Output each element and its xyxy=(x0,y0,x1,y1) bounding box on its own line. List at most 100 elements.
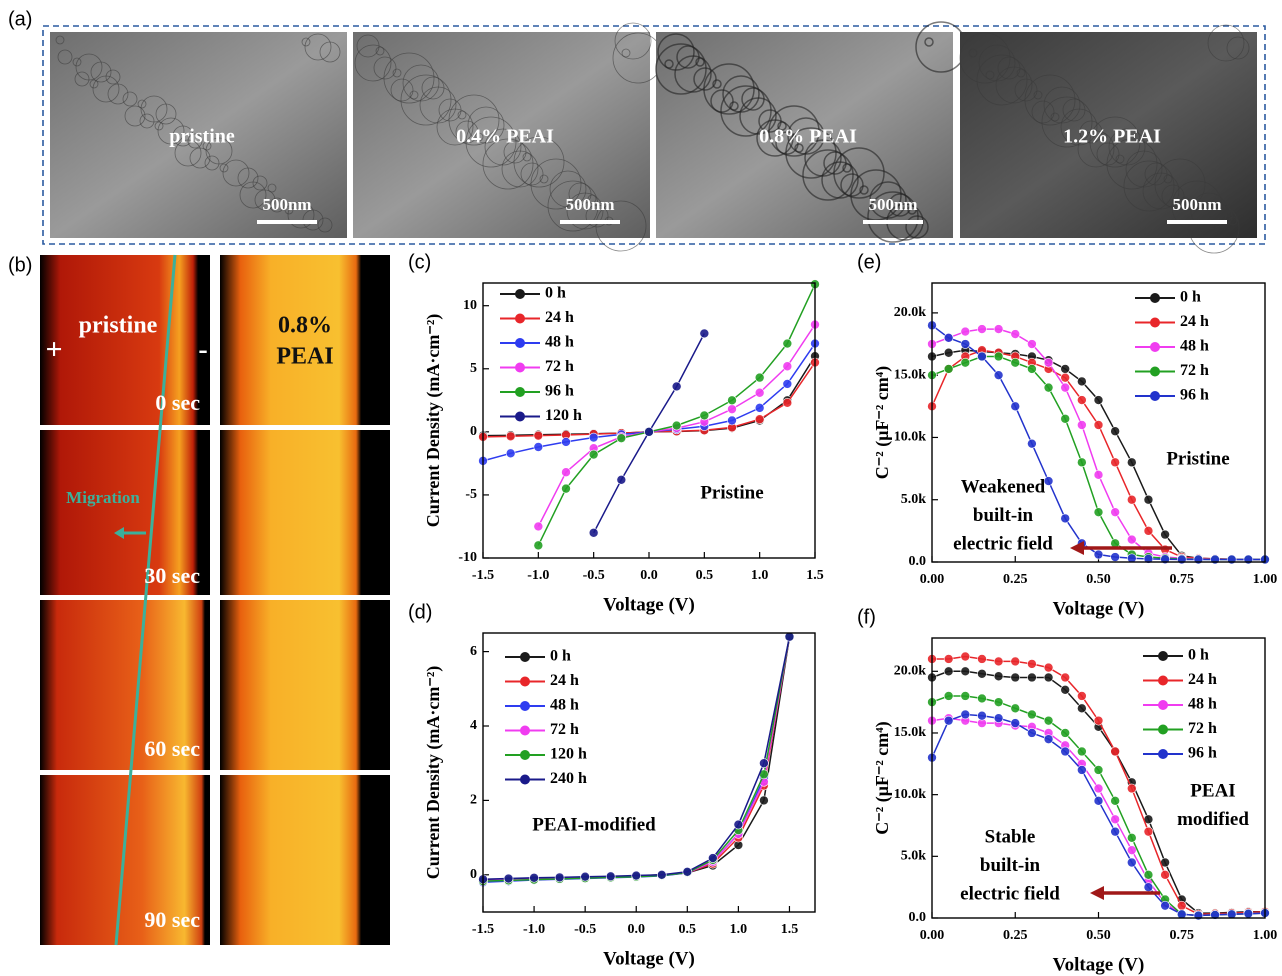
data-point xyxy=(1010,718,1021,728)
data-point xyxy=(529,872,539,883)
pl-image xyxy=(220,255,390,425)
y-tick-label: 2 xyxy=(470,793,477,808)
grain xyxy=(522,152,532,162)
legend-marker xyxy=(1150,366,1160,377)
grain xyxy=(513,136,565,188)
data-point xyxy=(1043,382,1054,393)
data-point xyxy=(1077,457,1087,468)
data-point xyxy=(1127,534,1137,545)
grain xyxy=(467,106,505,144)
grain xyxy=(174,139,202,167)
data-point xyxy=(1043,662,1054,673)
data-point xyxy=(943,347,954,358)
grain xyxy=(484,128,522,166)
data-point xyxy=(733,819,744,830)
x-tick-label: -1.0 xyxy=(527,568,549,583)
data-point xyxy=(1060,413,1070,424)
grain xyxy=(1207,24,1245,62)
data-point xyxy=(1010,703,1021,714)
grain xyxy=(674,55,712,93)
pl-image xyxy=(40,775,210,945)
grain xyxy=(1180,196,1190,206)
y-tick-label: -5 xyxy=(465,487,477,502)
data-point xyxy=(1210,910,1220,920)
x-tick-label: 1.5 xyxy=(781,922,799,937)
data-point xyxy=(561,437,571,447)
data-point xyxy=(1127,783,1137,794)
y-tick-label: 20.0k xyxy=(894,664,927,679)
x-tick-label: 0.0 xyxy=(627,922,645,937)
data-point xyxy=(1110,796,1120,806)
grain xyxy=(712,79,722,89)
x-tick-label: -0.5 xyxy=(583,568,605,583)
legend-marker xyxy=(515,362,525,373)
grain xyxy=(539,174,549,184)
data-point xyxy=(1027,659,1037,669)
data-point xyxy=(1093,549,1104,560)
legend-label: 24 h xyxy=(1180,313,1209,330)
arrow-label: Migration xyxy=(66,488,140,507)
grain xyxy=(1209,204,1233,228)
data-point xyxy=(1093,470,1104,480)
x-tick-label: 0.50 xyxy=(1086,928,1111,943)
legend-marker xyxy=(515,411,525,422)
grain xyxy=(693,67,717,91)
data-point xyxy=(1143,826,1154,837)
annotation: Weakened xyxy=(961,476,1046,497)
grain xyxy=(959,32,1011,84)
data-point xyxy=(943,364,954,374)
image-label: 1.2% PEAI xyxy=(1063,126,1161,148)
legend-marker xyxy=(1158,724,1168,735)
annotation: built-in xyxy=(980,855,1041,876)
arrow-head xyxy=(1070,541,1084,555)
data-point xyxy=(1010,401,1021,412)
migration-line xyxy=(114,254,177,946)
annotation: Pristine xyxy=(1166,448,1229,469)
legend-label: 48 h xyxy=(1188,696,1217,713)
data-point xyxy=(977,710,987,721)
data-point xyxy=(616,433,627,443)
data-point xyxy=(977,324,987,334)
legend-label: 120 h xyxy=(545,407,582,424)
legend-marker xyxy=(520,652,530,662)
scale-label: 500nm xyxy=(262,195,311,214)
image-title: pristine xyxy=(79,313,158,339)
panel-label: (e) xyxy=(857,251,881,273)
legend-label: 48 h xyxy=(550,697,579,714)
arrow-head xyxy=(114,527,124,539)
x-tick-label: 0.75 xyxy=(1170,572,1195,587)
data-point xyxy=(561,467,571,478)
data-point xyxy=(505,448,516,459)
grain xyxy=(137,99,147,109)
series-line xyxy=(482,636,791,882)
grain xyxy=(390,78,414,102)
grain xyxy=(729,101,739,111)
data-point xyxy=(960,651,971,662)
grain xyxy=(802,149,854,201)
arrow-head xyxy=(1090,886,1104,900)
grain xyxy=(547,180,599,232)
data-point xyxy=(754,387,765,398)
legend-label: 72 h xyxy=(550,721,579,738)
grain xyxy=(383,52,435,104)
data-point xyxy=(993,370,1004,380)
data-point xyxy=(1110,457,1120,468)
data-point xyxy=(605,871,616,882)
electrode-sign: + xyxy=(45,333,62,366)
series-line xyxy=(482,362,816,438)
time-label: 30 sec xyxy=(144,563,200,588)
grain xyxy=(821,161,859,199)
grain xyxy=(566,192,604,230)
grain xyxy=(457,110,467,120)
x-tick-label: -0.5 xyxy=(574,922,596,937)
y-tick-label: 15.0k xyxy=(894,725,927,740)
grain xyxy=(392,68,402,78)
data-point xyxy=(1143,526,1154,536)
y-tick-label: -10 xyxy=(458,550,477,565)
data-point xyxy=(782,361,793,372)
x-axis-label: Voltage (V) xyxy=(1053,598,1145,619)
data-point xyxy=(588,449,599,460)
y-tick-label: 5.0k xyxy=(901,849,927,864)
data-point xyxy=(993,671,1004,682)
